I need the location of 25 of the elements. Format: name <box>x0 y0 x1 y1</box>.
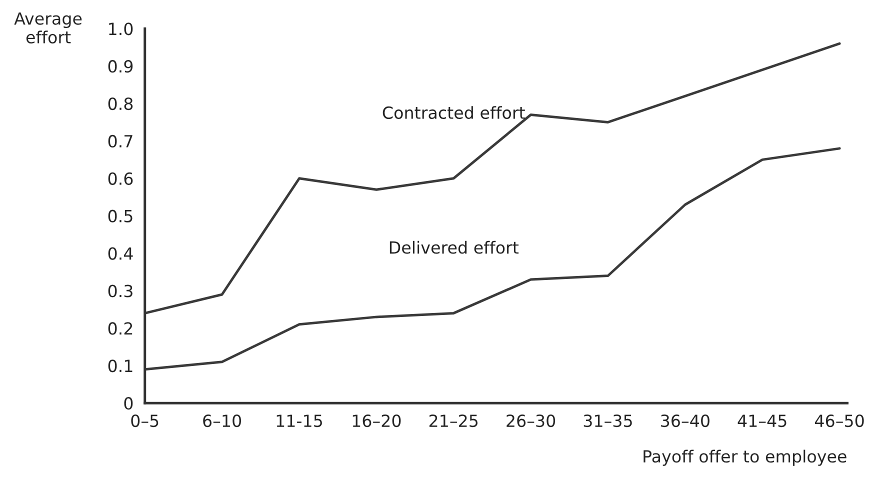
x-tick-label: 16–20 <box>352 414 401 428</box>
series-label: Contracted effort <box>382 106 525 119</box>
x-tick-label: 31–35 <box>584 414 632 428</box>
y-axis-title: Average effort <box>14 12 82 44</box>
x-tick-label: 6–10 <box>203 414 242 428</box>
y-tick-label: 0 <box>124 397 133 410</box>
y-tick-label: 0.3 <box>108 284 132 298</box>
x-tick-label: 41–45 <box>738 414 786 428</box>
x-tick-label: 26–30 <box>506 414 556 428</box>
y-tick-label: 0.1 <box>108 360 132 372</box>
x-tick-label: 21–25 <box>429 414 478 428</box>
y-tick-label: 0.7 <box>108 134 132 148</box>
y-tick-label: 0.2 <box>108 322 132 335</box>
y-tick-label: 0.6 <box>108 172 133 185</box>
x-tick-label: 11-15 <box>276 414 322 428</box>
series-label: Delivered effort <box>390 240 519 254</box>
x-axis-title: Payoff offer to employee <box>644 450 846 466</box>
y-tick-label: 0.5 <box>108 210 132 222</box>
y-tick-label: 0.4 <box>108 247 133 260</box>
x-tick-label: 36–40 <box>661 414 710 428</box>
y-tick-label: 0.9 <box>108 60 133 73</box>
y-tick-label: 1.0 <box>109 22 133 36</box>
y-tick-label: 0.8 <box>108 97 133 110</box>
x-tick-label: 46–50 <box>814 414 864 428</box>
x-tick-label: 0–5 <box>131 414 158 428</box>
